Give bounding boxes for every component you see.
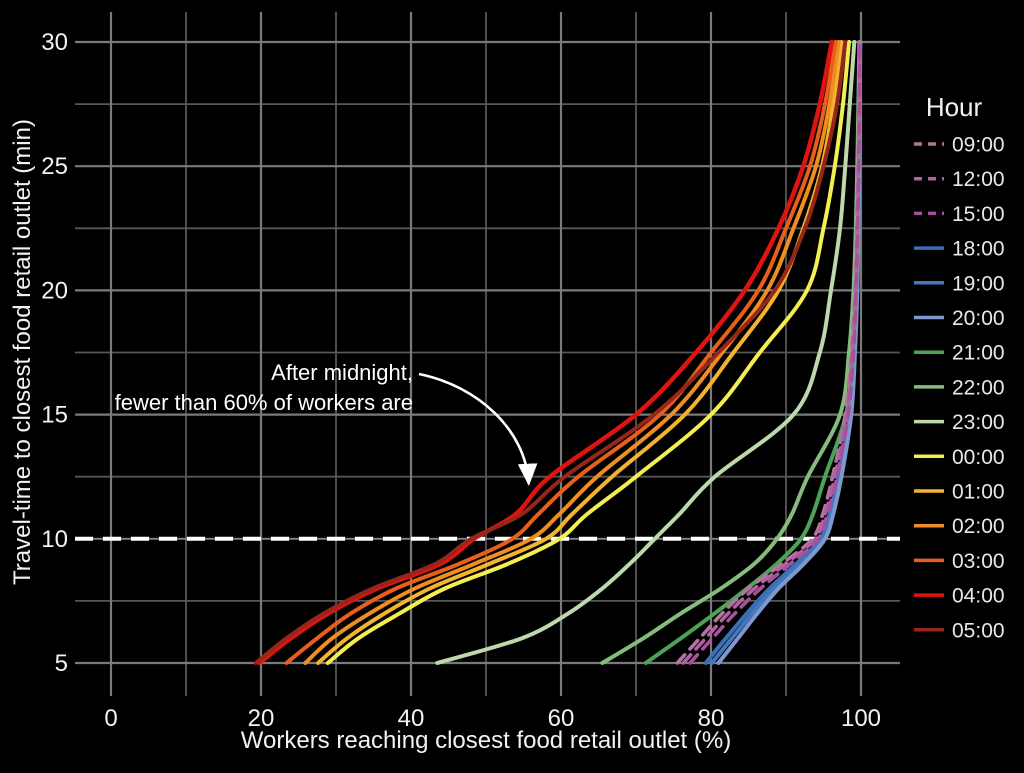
series-line-0300 bbox=[284, 40, 838, 665]
legend-label: 01:00 bbox=[952, 481, 1005, 504]
legend-item-0100: 01:00 bbox=[914, 481, 1005, 504]
legend-label: 21:00 bbox=[952, 342, 1005, 365]
legend-item-2200: 22:00 bbox=[914, 376, 1005, 399]
legend-label: 23:00 bbox=[952, 411, 1005, 434]
legend-label: 09:00 bbox=[952, 134, 1005, 157]
legend-item-0400: 04:00 bbox=[914, 585, 1005, 608]
y-tick-label-15: 15 bbox=[41, 402, 68, 429]
x-tick-label-0: 0 bbox=[104, 705, 117, 732]
x-tick-label-100: 100 bbox=[841, 705, 881, 732]
legend-item-0500: 05:00 bbox=[914, 619, 1005, 642]
legend-label: 18:00 bbox=[952, 238, 1005, 261]
x-tick-labels: 0 20 40 60 80 100 bbox=[104, 705, 881, 732]
x-tick-label-80: 80 bbox=[698, 705, 725, 732]
legend-label: 03:00 bbox=[952, 550, 1005, 573]
y-tick-label-25: 25 bbox=[41, 153, 68, 180]
legend-label: 05:00 bbox=[952, 619, 1005, 642]
legend-item-2000: 20:00 bbox=[914, 307, 1005, 330]
legend-label: 15:00 bbox=[952, 203, 1005, 226]
annotation-arrow bbox=[418, 372, 538, 486]
legend-item-1900: 19:00 bbox=[914, 272, 1005, 295]
x-tick-label-60: 60 bbox=[548, 705, 575, 732]
legend-label: 22:00 bbox=[952, 376, 1005, 399]
legend-items: 09:00 12:00 15:00 18:00 19:00 20:00 21:00 22:00… bbox=[914, 134, 1005, 642]
series-line-2300 bbox=[435, 40, 857, 665]
legend-item-0300: 03:00 bbox=[914, 550, 1005, 573]
legend-label: 00:00 bbox=[952, 446, 1005, 469]
legend-item-1500: 15:00 bbox=[914, 203, 1005, 226]
legend-item-1200: 12:00 bbox=[914, 168, 1005, 191]
x-tick-label-20: 20 bbox=[248, 705, 275, 732]
legend-item-2100: 21:00 bbox=[914, 342, 1005, 365]
y-tick-label-20: 20 bbox=[41, 277, 68, 304]
series-line-0200 bbox=[303, 40, 841, 665]
legend-item-0900: 09:00 bbox=[914, 134, 1005, 157]
x-axis-title: Workers reaching closest food retail out… bbox=[241, 727, 731, 754]
y-axis-title: Travel-time to closest food retail outle… bbox=[9, 119, 36, 585]
x-tick-label-40: 40 bbox=[398, 705, 425, 732]
legend: Hour 09:00 12:00 15:00 18:00 19:00 20:00 21:00… bbox=[914, 92, 1005, 642]
y-tick-labels: 5 10 15 20 25 30 bbox=[41, 29, 68, 677]
legend-label: 19:00 bbox=[952, 272, 1005, 295]
series-lines bbox=[253, 39, 863, 666]
annotation-text-line2: fewer than 60% of workers are bbox=[115, 390, 413, 415]
gridlines-minor bbox=[75, 12, 900, 696]
legend-label: 12:00 bbox=[952, 168, 1005, 191]
legend-item-1800: 18:00 bbox=[914, 238, 1005, 261]
series-line-0400 bbox=[257, 39, 835, 666]
annotation: After midnight, fewer than 60% of worker… bbox=[115, 360, 538, 486]
legend-item-0000: 00:00 bbox=[914, 446, 1005, 469]
series-line-0000 bbox=[325, 40, 851, 665]
series-line-0500 bbox=[253, 40, 848, 665]
y-tick-label-5: 5 bbox=[55, 650, 68, 677]
legend-label: 02:00 bbox=[952, 515, 1005, 538]
legend-title: Hour bbox=[926, 92, 983, 122]
y-tick-label-30: 30 bbox=[41, 29, 68, 56]
series-line-1500 bbox=[688, 40, 862, 665]
legend-item-2300: 23:00 bbox=[914, 411, 1005, 434]
legend-item-0200: 02:00 bbox=[914, 515, 1005, 538]
y-tick-label-10: 10 bbox=[41, 526, 68, 553]
legend-label: 04:00 bbox=[952, 585, 1005, 608]
annotation-text-line1: After midnight, bbox=[271, 360, 413, 385]
legend-label: 20:00 bbox=[952, 307, 1005, 330]
